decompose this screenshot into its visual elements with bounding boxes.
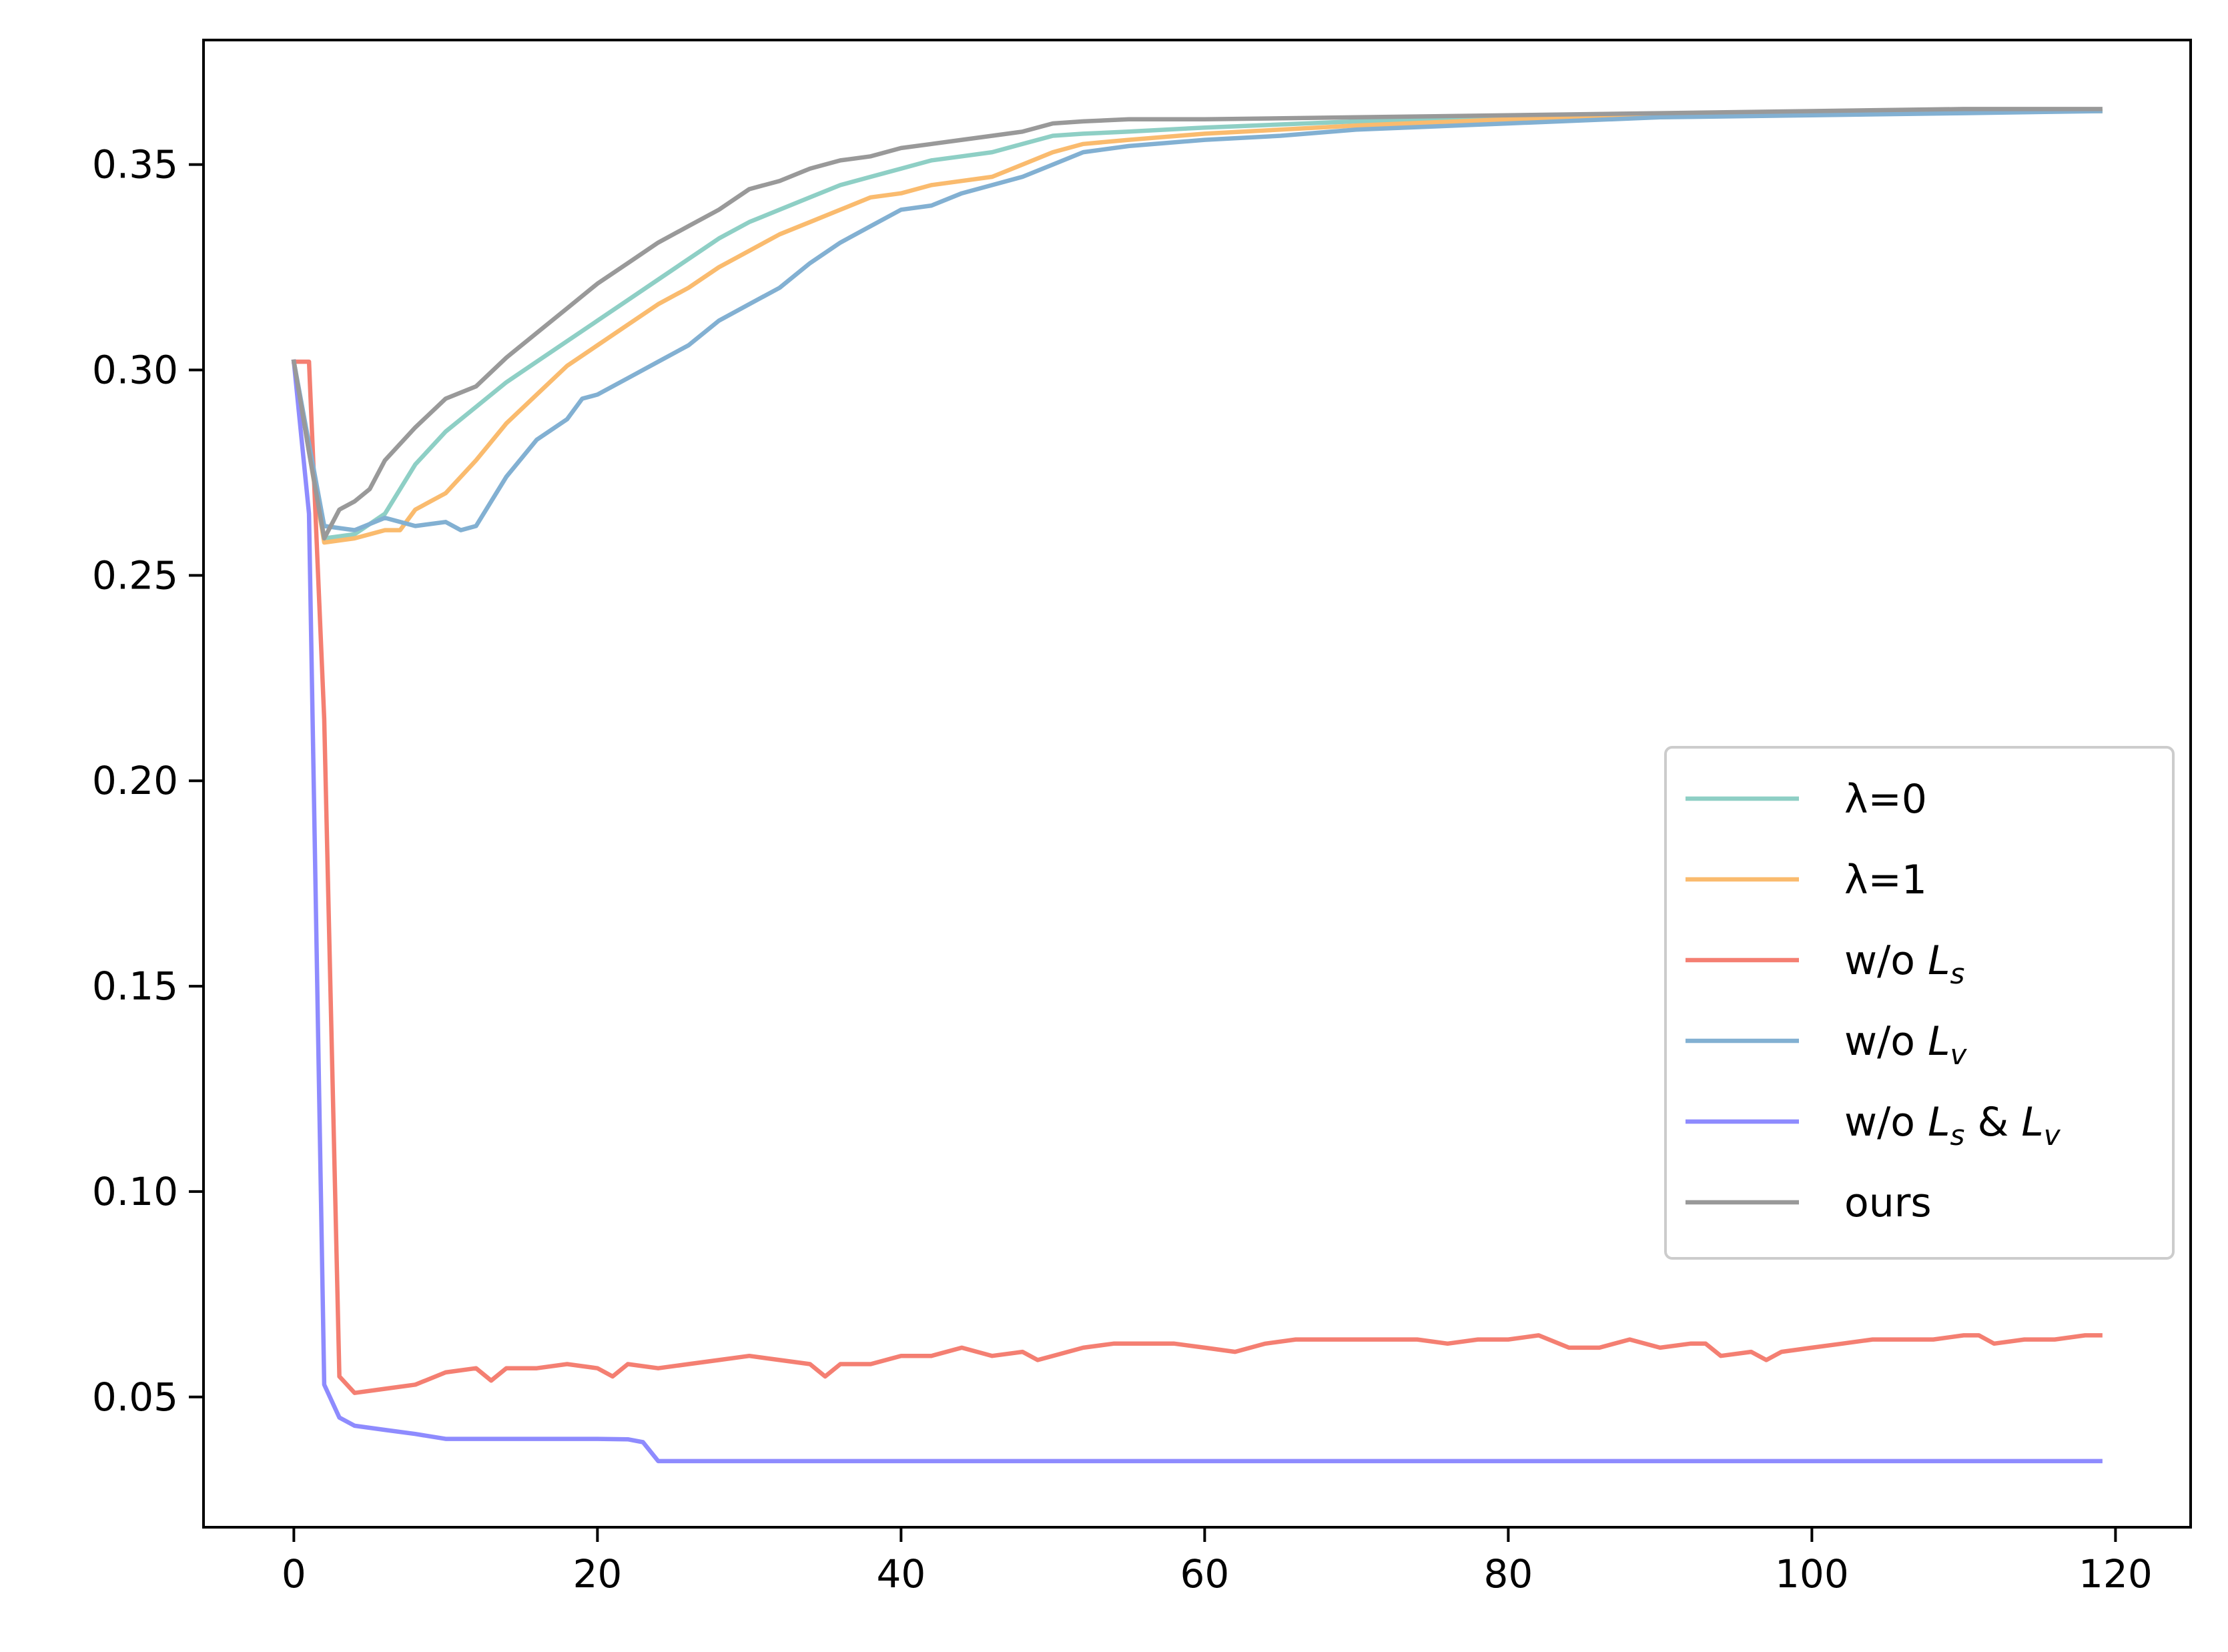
legend-label: w/o Lv: [1844, 1018, 1968, 1071]
legend-box: [1664, 746, 2175, 1260]
x-tick-label: 40: [876, 1551, 925, 1597]
series-line-5: [291, 107, 2103, 541]
y-tick-label: 0.10: [92, 1169, 178, 1214]
x-tick-label: 100: [1775, 1551, 1849, 1597]
y-axis: 0.05 0.10 0.15 0.20 0.25 0.30 0.35: [92, 142, 204, 1420]
x-tick-label: 120: [2079, 1551, 2153, 1597]
series-line-0: [291, 109, 2103, 541]
legend-label: w/o Ls & Lv: [1844, 1099, 2061, 1152]
series-line-4: [291, 359, 2103, 1464]
x-tick-label: 0: [282, 1551, 306, 1597]
x-tick-label: 20: [573, 1551, 622, 1597]
y-tick-label: 0.05: [92, 1374, 178, 1420]
x-tick-label: 80: [1483, 1551, 1533, 1597]
y-tick-label: 0.15: [92, 963, 178, 1009]
y-tick-label: 0.35: [92, 142, 178, 187]
y-tick-label: 0.25: [92, 552, 178, 598]
legend-label: ours: [1844, 1180, 1932, 1226]
series-line-3: [291, 109, 2103, 532]
x-tick-label: 60: [1180, 1551, 1229, 1597]
legend-label: λ=0: [1844, 776, 1927, 823]
series-layer: [291, 107, 2103, 1464]
x-axis: 0 20 40 60 80 100 120: [282, 1527, 2153, 1597]
plot-frame: [202, 39, 2192, 1529]
legend: λ=0 λ=1 w/o Ls w/o Lv w/o Ls & Lv ours: [1664, 746, 2175, 1260]
y-tick-label: 0.30: [92, 347, 178, 392]
series-line-2: [292, 359, 2103, 1395]
series-line-1: [291, 109, 2103, 545]
y-tick-label: 0.20: [92, 758, 178, 803]
legend-label: λ=1: [1844, 857, 1927, 903]
legend-label: w/o Ls: [1844, 937, 1964, 990]
